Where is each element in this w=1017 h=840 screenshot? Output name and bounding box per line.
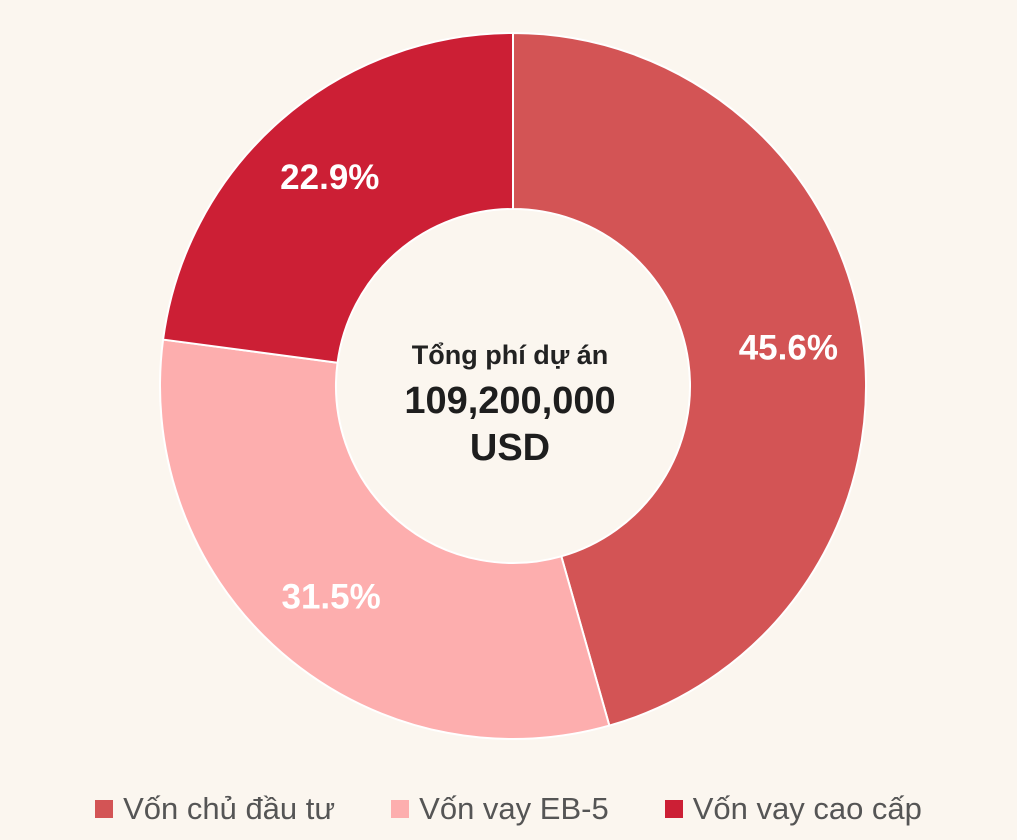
legend: Vốn chủ đầu tư Vốn vay EB-5 Vốn vay cao cấ… bbox=[0, 784, 1017, 834]
donut-slice-1 bbox=[512, 31, 867, 727]
legend-swatch bbox=[95, 800, 114, 818]
legend-item-2: Vốn vay EB-5 bbox=[391, 791, 609, 827]
center-total-amount: 109,200,000 bbox=[404, 380, 615, 422]
center-title: Tổng phí dự án bbox=[412, 340, 609, 370]
donut-slice-2 bbox=[158, 338, 611, 740]
legend-swatch bbox=[391, 800, 410, 818]
donut-slice-3 bbox=[161, 31, 514, 364]
legend-label: Vốn chủ đầu tư bbox=[123, 791, 336, 826]
slice-labels: 45.6% 31.5% 22.9% bbox=[280, 158, 838, 616]
donut-slices bbox=[158, 31, 867, 740]
legend-item-1: Vốn chủ đầu tư bbox=[95, 791, 335, 827]
center-total-unit: USD bbox=[470, 427, 550, 469]
slice-label-1: 45.6% bbox=[739, 329, 838, 368]
legend-item-3: Vốn vay cao cấp bbox=[664, 791, 922, 827]
legend-swatch bbox=[664, 800, 683, 818]
donut-chart: 45.6% 31.5% 22.9% Tổng phí dự án 109,200,0… bbox=[158, 31, 867, 740]
slice-label-3: 22.9% bbox=[280, 158, 379, 197]
slice-label-2: 31.5% bbox=[282, 577, 381, 616]
legend-label: Vốn vay EB-5 bbox=[419, 791, 609, 826]
legend-label: Vốn vay cao cấp bbox=[692, 791, 922, 826]
